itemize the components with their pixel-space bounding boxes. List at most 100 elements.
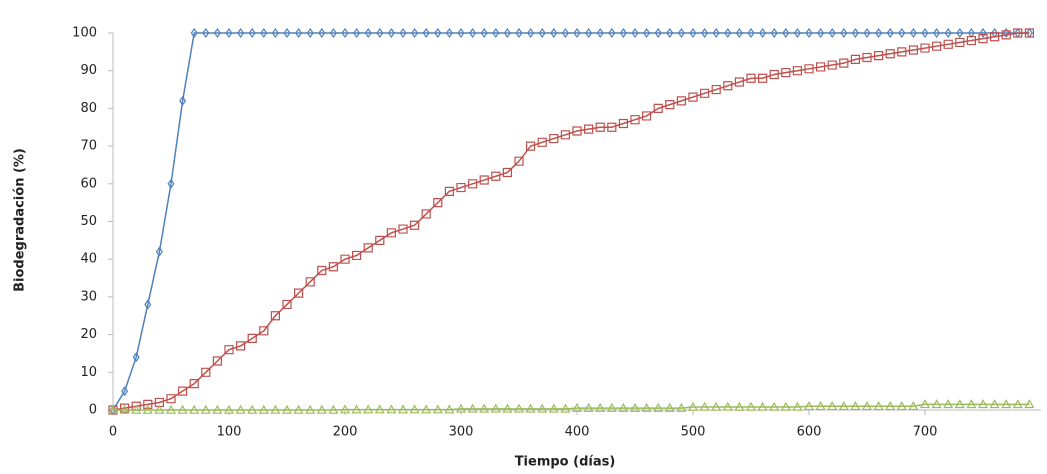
point [108, 405, 118, 415]
point [606, 402, 617, 412]
point [480, 27, 488, 39]
series-line [112, 32, 1030, 411]
point [386, 404, 397, 414]
point [828, 27, 836, 39]
point [827, 60, 837, 70]
point [641, 402, 652, 412]
point [142, 404, 153, 414]
point [502, 403, 513, 413]
point [723, 81, 733, 91]
point [745, 401, 757, 411]
x-tick-label: 200 [333, 425, 358, 440]
point [677, 27, 685, 39]
point [966, 399, 977, 409]
point [317, 265, 327, 276]
point [793, 27, 801, 39]
point [584, 124, 594, 134]
point [340, 254, 350, 264]
point [409, 404, 420, 414]
point [734, 77, 744, 87]
point [318, 27, 326, 39]
x-tick-label: 100 [217, 425, 242, 440]
point [351, 404, 362, 414]
point [573, 27, 581, 39]
point [898, 27, 906, 39]
point [514, 156, 524, 166]
point [746, 73, 756, 83]
y-tick-label: 0 [89, 403, 97, 418]
x-tick-label: 0 [109, 425, 117, 440]
point [178, 386, 188, 396]
point [665, 100, 675, 110]
point [548, 403, 559, 413]
y-tick-label: 60 [80, 176, 97, 191]
point [293, 404, 304, 414]
y-tick-label: 100 [72, 26, 97, 41]
point [618, 402, 629, 412]
point [154, 404, 165, 414]
point [213, 27, 221, 39]
point [421, 209, 431, 219]
point [177, 404, 188, 414]
point [688, 92, 698, 102]
point [399, 27, 407, 39]
point [490, 403, 501, 413]
point [560, 403, 571, 413]
x-tick-label: 400 [565, 425, 590, 440]
point [258, 404, 269, 414]
point [538, 27, 546, 39]
point [236, 341, 246, 351]
point [676, 96, 686, 106]
point [757, 401, 768, 411]
x-tick-label: 700 [913, 425, 938, 440]
point [270, 404, 281, 414]
point [502, 167, 512, 178]
point [839, 58, 849, 68]
point [515, 27, 523, 39]
point [398, 224, 408, 234]
point [687, 401, 699, 411]
point [190, 27, 198, 39]
point [596, 27, 604, 39]
point [237, 27, 245, 39]
point [560, 130, 570, 140]
point [329, 27, 337, 39]
point [212, 356, 222, 366]
point [341, 27, 349, 39]
point [932, 41, 942, 51]
point [235, 404, 246, 414]
point [374, 404, 385, 414]
point [469, 27, 477, 39]
point [281, 404, 293, 414]
point [328, 404, 339, 414]
point [838, 400, 849, 411]
point [966, 35, 976, 46]
point [619, 27, 627, 39]
point [851, 27, 859, 39]
point [643, 27, 651, 39]
point [270, 311, 280, 321]
point [410, 220, 420, 230]
x-axis-label: Tiempo (días) [515, 455, 616, 470]
point [781, 67, 791, 78]
point [247, 333, 257, 343]
point [875, 27, 883, 39]
point [467, 403, 478, 413]
point [666, 27, 674, 39]
point [387, 27, 395, 39]
point [339, 404, 351, 414]
point [919, 399, 931, 409]
point [805, 27, 813, 39]
point [782, 27, 790, 39]
point [1024, 28, 1034, 38]
point [585, 27, 593, 39]
point [456, 182, 466, 193]
point [537, 403, 548, 413]
point [792, 66, 802, 76]
point [200, 404, 211, 414]
point [885, 49, 895, 59]
point [977, 399, 989, 409]
point [711, 84, 721, 95]
point [167, 178, 175, 189]
